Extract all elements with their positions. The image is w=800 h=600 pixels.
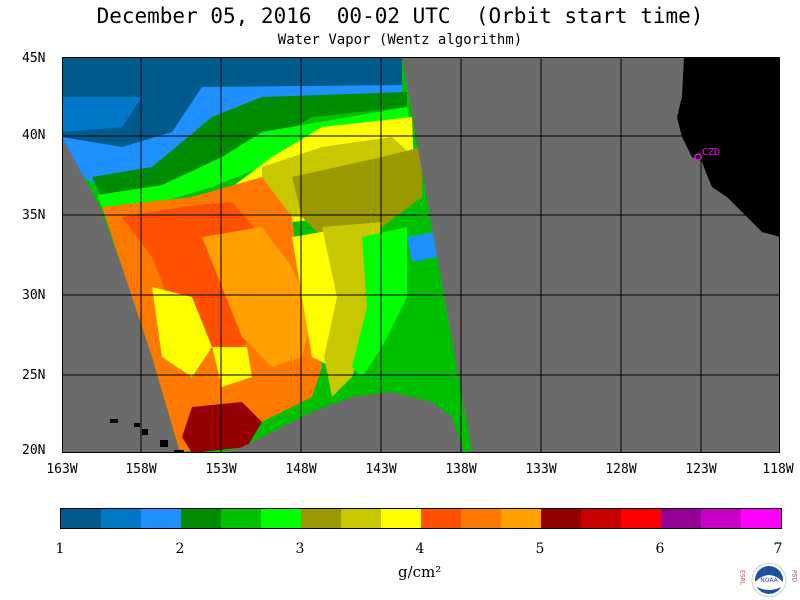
station-marker-icon bbox=[694, 153, 702, 161]
land-mass bbox=[677, 57, 780, 237]
colorbar-tick-label: 3 bbox=[295, 541, 305, 557]
colorbar-swatch bbox=[421, 509, 461, 528]
colorbar-tick-label: 4 bbox=[415, 541, 425, 557]
colorbar-tick-label: 5 bbox=[535, 541, 545, 557]
colorbar-swatch bbox=[101, 509, 141, 528]
map-subtitle: Water Vapor (Wentz algorithm) bbox=[277, 32, 523, 48]
longitude-label: 148W bbox=[285, 462, 317, 477]
colorbar-swatch bbox=[621, 509, 661, 528]
colorbar-swatch bbox=[701, 509, 741, 528]
longitude-label: 163W bbox=[46, 462, 78, 477]
longitude-label: 133W bbox=[525, 462, 557, 477]
longitude-label: 118W bbox=[762, 462, 794, 477]
colorbar-unit-label: g/cm² bbox=[398, 563, 442, 581]
colorbar-swatch bbox=[741, 509, 781, 528]
colorbar-swatch bbox=[501, 509, 541, 528]
latitude-label: 25N bbox=[22, 368, 46, 383]
colorbar-tick-label: 7 bbox=[773, 541, 783, 557]
island-shape bbox=[160, 440, 168, 447]
station-label: CZD bbox=[702, 147, 720, 158]
island-shape bbox=[142, 429, 148, 435]
colorbar-swatch bbox=[141, 509, 181, 528]
island-shape bbox=[174, 450, 184, 453]
water-vapor-map: CZD bbox=[62, 57, 780, 453]
colorbar-tick-label: 6 bbox=[655, 541, 665, 557]
longitude-label: 123W bbox=[685, 462, 717, 477]
latitude-label: 20N bbox=[22, 443, 46, 458]
noaa-logo-text: NOAA bbox=[760, 577, 778, 584]
colorbar-swatch bbox=[541, 509, 581, 528]
colorbar-swatch bbox=[221, 509, 261, 528]
esrl-letters: ESRL bbox=[739, 570, 746, 586]
colorbar-swatch bbox=[661, 509, 701, 528]
colorbar bbox=[60, 508, 782, 529]
colorbar-swatch bbox=[301, 509, 341, 528]
latitude-label: 40N bbox=[22, 128, 46, 143]
psd-letters: PSD bbox=[791, 570, 798, 582]
longitude-label: 153W bbox=[205, 462, 237, 477]
colorbar-tick-label: 1 bbox=[55, 541, 65, 557]
island-shape bbox=[110, 419, 118, 423]
longitude-label: 158W bbox=[125, 462, 157, 477]
colorbar-swatch bbox=[581, 509, 621, 528]
colorbar-tick-label: 2 bbox=[175, 541, 185, 557]
noaa-logo: NOAA ESRL PSD bbox=[739, 562, 798, 598]
colorbar-swatch bbox=[461, 509, 501, 528]
colorbar-swatch bbox=[341, 509, 381, 528]
colorbar-swatch bbox=[381, 509, 421, 528]
map-canvas: CZD bbox=[62, 57, 780, 453]
colorbar-swatch bbox=[181, 509, 221, 528]
colorbar-swatch bbox=[61, 509, 101, 528]
latitude-label: 30N bbox=[22, 288, 46, 303]
latitude-label: 35N bbox=[22, 208, 46, 223]
longitude-label: 138W bbox=[445, 462, 477, 477]
map-title: December 05, 2016 00-02 UTC (Orbit start… bbox=[96, 4, 704, 28]
island-shape bbox=[134, 423, 140, 427]
longitude-label: 143W bbox=[365, 462, 397, 477]
map-grid bbox=[62, 57, 780, 453]
latitude-label: 45N bbox=[22, 51, 46, 66]
longitude-label: 128W bbox=[605, 462, 637, 477]
colorbar-swatch bbox=[261, 509, 301, 528]
